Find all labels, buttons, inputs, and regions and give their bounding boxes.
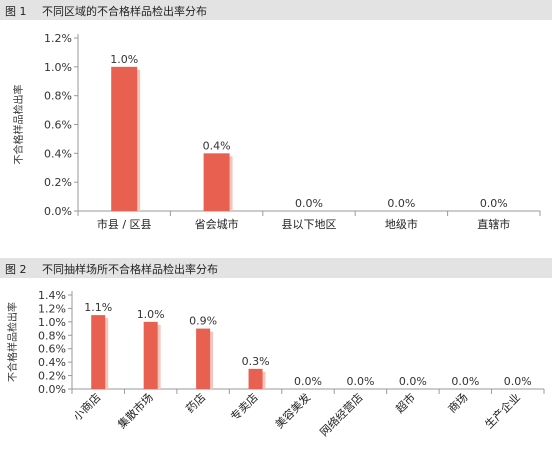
bar [196, 328, 211, 389]
bar [111, 66, 138, 211]
figure-1-title: 不同区域的不合格样品检出率分布 [42, 5, 207, 18]
y-tick-label: 1.2% [44, 32, 72, 45]
data-label: 0.0% [346, 375, 374, 388]
figure-1-number: 图 1 [5, 5, 27, 18]
data-label: 1.1% [84, 301, 112, 314]
y-tick-label: 0.6% [44, 119, 72, 132]
y-axis-label: 不合格样品检出率 [6, 302, 19, 382]
y-tick-label: 0.4% [44, 147, 72, 160]
data-label: 0.3% [242, 355, 270, 368]
category-label: 生产企业 [482, 390, 523, 431]
data-label: 0.0% [451, 375, 479, 388]
category-label: 县以下地区 [282, 218, 337, 231]
data-label: 1.0% [137, 308, 165, 321]
category-label: 美容美发 [272, 390, 313, 431]
y-axis-label: 不合格样品检出率 [12, 85, 25, 165]
y-tick-label: 0.8% [38, 329, 66, 342]
y-tick-label: 0.6% [38, 343, 66, 356]
y-tick-label: 0.2% [44, 176, 72, 189]
figure-2: 不合格样品检出率 0.0% 0.2% 0.4% 0.6% 0.8% 1.0% 1.2% 1.4%… [0, 278, 552, 467]
y-tick-label: 1.4% [38, 289, 66, 302]
figure-1: 不合格样品检出率 0.0% 0.2% 0.4% 0.6% 0.8% 1.0% 1.2% 1.0%… [0, 20, 552, 258]
chart-1: 不合格样品检出率 0.0% 0.2% 0.4% 0.6% 0.8% 1.0% 1.2% 1.0%… [12, 32, 541, 231]
figure-2-title: 不同抽样场所不合格样品检出率分布 [42, 263, 218, 276]
category-label: 药店 [183, 390, 208, 415]
data-label: 0.9% [189, 315, 217, 328]
y-tick-label: 0.4% [38, 356, 66, 369]
y-tick-label: 0.8% [44, 90, 72, 103]
bar [203, 153, 230, 211]
figure-2-header: 图 2 不同抽样场所不合格样品检出率分布 [0, 258, 552, 278]
y-tick-label: 0.0% [38, 383, 66, 396]
y-tick-label: 1.0% [44, 61, 72, 74]
y-tick-label: 0.0% [44, 205, 72, 218]
data-label: 0.0% [295, 197, 323, 210]
category-label: 专卖店 [227, 390, 260, 423]
category-label: 超市 [393, 390, 418, 415]
bar [91, 315, 106, 389]
data-label: 0.4% [203, 139, 231, 152]
bar [248, 368, 263, 389]
category-label: 市县 / 区县 [97, 217, 152, 231]
data-label: 1.0% [110, 53, 138, 66]
data-label: 0.0% [294, 375, 322, 388]
category-label: 地级市 [385, 217, 418, 231]
data-label: 0.0% [399, 375, 427, 388]
category-label: 直辖市 [477, 217, 510, 231]
category-label: 集散市场 [115, 390, 156, 431]
y-tick-label: 1.2% [38, 302, 66, 315]
category-label: 省会城市 [195, 217, 239, 231]
category-label: 商场 [445, 390, 470, 415]
figure-1-header: 图 1 不同区域的不合格样品检出率分布 [0, 0, 552, 20]
data-label: 0.0% [480, 197, 508, 210]
chart-2: 不合格样品检出率0.0%0.2%0.4%0.6%0.8%1.0%1.2%1.4%… [6, 289, 545, 439]
figure-2-number: 图 2 [5, 263, 27, 276]
y-tick-label: 1.0% [38, 316, 66, 329]
bar [143, 321, 158, 389]
category-label: 小商店 [70, 390, 103, 423]
category-label: 网络经营店 [317, 390, 366, 439]
data-label: 0.0% [504, 375, 532, 388]
y-tick-label: 0.2% [38, 370, 66, 383]
data-label: 0.0% [387, 197, 415, 210]
